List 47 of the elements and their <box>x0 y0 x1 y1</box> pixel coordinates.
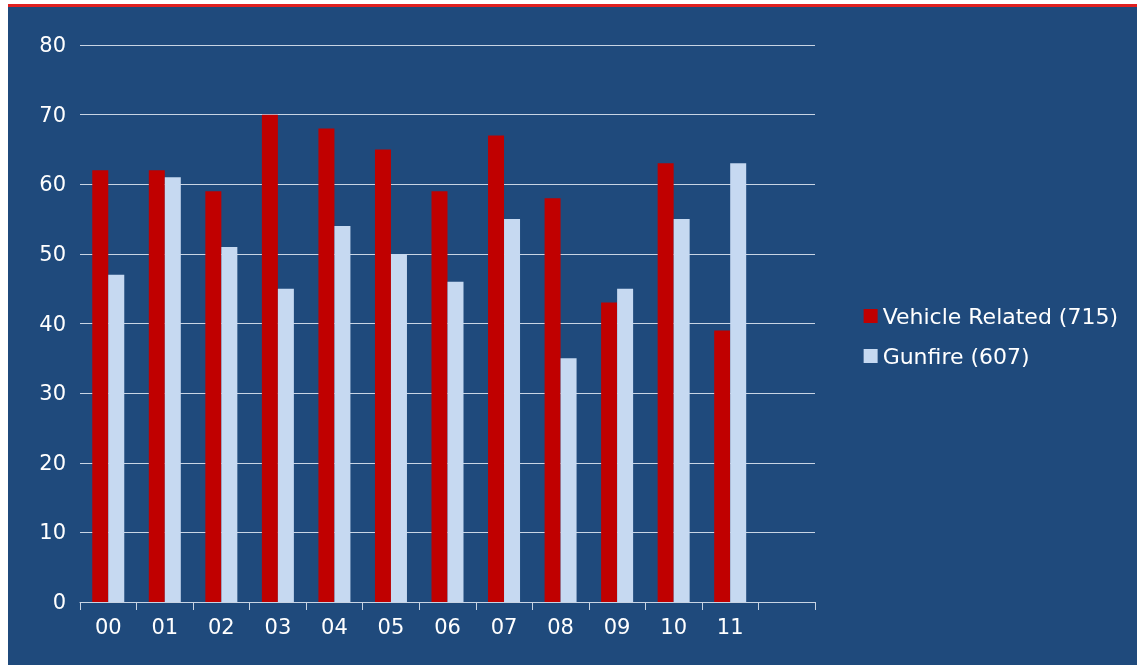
y-tick-label: 40 <box>39 311 66 336</box>
bar <box>431 191 448 602</box>
bar <box>374 149 391 602</box>
legend-label: Vehicle Related (715) <box>882 303 1118 329</box>
x-tick-label: 11 <box>716 614 744 639</box>
x-tick-label: 09 <box>603 614 631 639</box>
bar <box>205 191 222 602</box>
bar <box>148 170 165 602</box>
y-tick-label: 60 <box>39 172 66 197</box>
x-tick-label: 07 <box>490 614 518 639</box>
bar <box>221 246 238 602</box>
bar <box>560 358 577 602</box>
y-tick-label: 50 <box>39 241 66 266</box>
x-tick-label: 08 <box>547 614 574 639</box>
x-tick-label: 00 <box>94 614 122 639</box>
y-tick-label: 70 <box>39 102 66 127</box>
x-tick-label: 01 <box>151 614 179 639</box>
x-tick-label: 06 <box>434 614 461 639</box>
x-tick-label: 10 <box>660 614 688 639</box>
bar <box>92 170 109 602</box>
y-tick-label: 0 <box>52 590 66 614</box>
bar <box>108 274 125 602</box>
y-tick-label: 30 <box>39 381 66 406</box>
y-tick-label: 80 <box>39 33 66 57</box>
bar <box>488 135 505 602</box>
bar <box>601 302 618 602</box>
bar <box>673 219 690 602</box>
x-tick-label: 02 <box>207 614 235 639</box>
bar <box>617 288 634 602</box>
bar <box>261 114 278 602</box>
bar <box>714 330 731 602</box>
y-tick-label: 20 <box>39 450 66 475</box>
bar <box>504 219 521 602</box>
bar <box>657 163 674 602</box>
legend-label: Gunfire (607) <box>882 343 1030 369</box>
x-tick-label: 03 <box>264 614 292 639</box>
x-tick-label: 05 <box>377 614 405 639</box>
x-tick-label: 04 <box>321 614 348 639</box>
bar <box>390 253 407 602</box>
bar <box>277 288 294 602</box>
y-tick-label: 10 <box>39 520 66 545</box>
bar <box>318 128 335 602</box>
bar <box>164 177 181 602</box>
bar <box>730 163 747 602</box>
bar <box>334 226 351 602</box>
bar <box>544 198 561 602</box>
bar <box>447 281 464 602</box>
